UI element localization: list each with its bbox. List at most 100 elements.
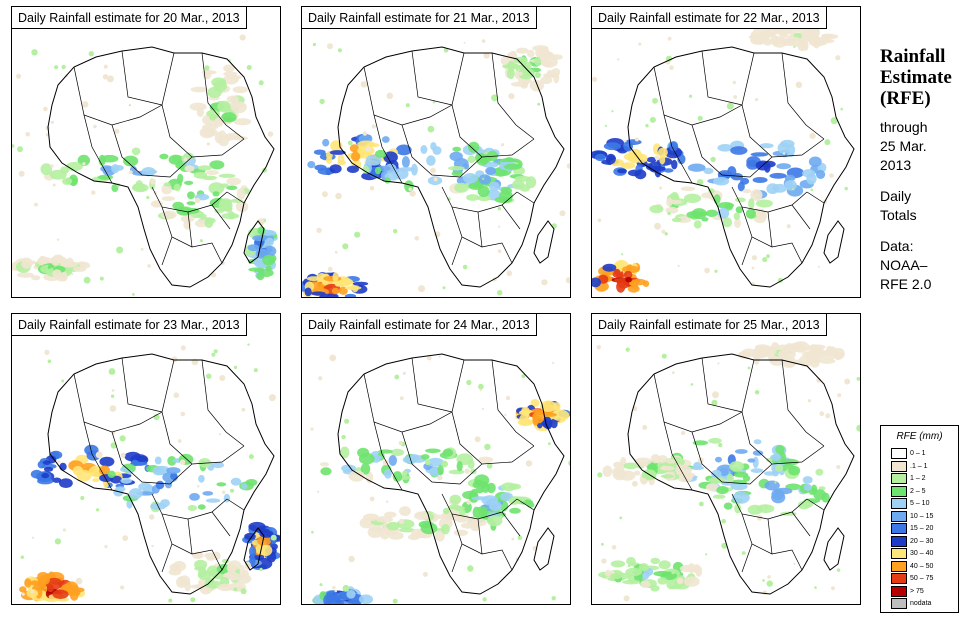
- rain-patch: [550, 418, 558, 429]
- rain-patch: [66, 161, 83, 172]
- rain-patch: [184, 165, 195, 172]
- light-rain-dot: [386, 500, 389, 503]
- light-rain-dot: [422, 571, 428, 577]
- country-border: [73, 52, 175, 126]
- light-rain-dot: [382, 459, 389, 466]
- rain-patch: [458, 508, 466, 517]
- light-rain-dot: [335, 192, 342, 200]
- rain-patch: [766, 457, 773, 463]
- rain-patch: [503, 163, 522, 170]
- rain-patch: [509, 507, 521, 514]
- rain-patch: [716, 486, 729, 495]
- light-rain-dot: [119, 435, 126, 442]
- rain-patch: [732, 491, 750, 504]
- country-border: [161, 513, 223, 571]
- light-rain-dot: [211, 352, 216, 357]
- rain-patch: [131, 147, 141, 156]
- rain-patch: [477, 195, 491, 202]
- light-rain-dot: [817, 265, 820, 268]
- rain-patch: [212, 462, 224, 469]
- madagascar-outline: [823, 527, 845, 571]
- rain-patch: [516, 47, 529, 54]
- rain-patch: [84, 444, 99, 456]
- light-rain-dot: [662, 465, 666, 469]
- rain-patch: [313, 149, 326, 155]
- country-border: [791, 511, 811, 537]
- rain-patch: [712, 494, 726, 499]
- rain-patch: [332, 272, 339, 283]
- rain-patch: [50, 257, 61, 266]
- light-rain-dot: [54, 538, 62, 545]
- light-rain-dot: [680, 430, 686, 436]
- light-rain-dot: [525, 460, 533, 467]
- rain-patch: [693, 220, 702, 229]
- legend-label: 15 – 20: [910, 525, 934, 532]
- light-rain-dot: [712, 391, 719, 399]
- rain-patch: [398, 527, 416, 533]
- rain-patch: [532, 411, 545, 424]
- legend-swatch: [891, 498, 907, 509]
- rain-patch: [777, 349, 789, 359]
- light-rain-dot: [239, 34, 246, 41]
- light-rain-dot: [638, 42, 642, 46]
- light-rain-dot: [96, 508, 100, 512]
- rain-patch: [161, 196, 175, 202]
- rain-patch: [216, 482, 227, 487]
- rain-patch: [217, 583, 234, 592]
- light-rain-dot: [764, 505, 768, 508]
- legend-swatch: [891, 485, 907, 497]
- light-rain-dot: [809, 132, 816, 139]
- rain-patch: [650, 454, 661, 464]
- rain-patch: [150, 200, 163, 208]
- country-border: [121, 50, 163, 106]
- rain-patch: [322, 138, 330, 147]
- light-rain-dot: [782, 152, 786, 155]
- rain-patch: [625, 276, 632, 283]
- rain-patch: [635, 153, 648, 164]
- light-rain-dot: [830, 117, 838, 125]
- light-rain-dot: [386, 92, 394, 100]
- rain-patch: [358, 452, 375, 465]
- rain-patch: [167, 456, 177, 466]
- rain-patch: [489, 501, 502, 512]
- rain-patch: [52, 269, 62, 279]
- rain-patch: [204, 552, 217, 559]
- rain-patch: [262, 254, 276, 266]
- map-panel-21-mar: Daily Rainfall estimate for 21 Mar., 201…: [301, 6, 571, 298]
- main-title-line-1: Rainfall: [880, 46, 946, 67]
- rain-patch: [454, 182, 469, 193]
- country-border: [451, 236, 463, 266]
- light-rain-dot: [624, 139, 627, 143]
- rain-patch: [733, 212, 740, 220]
- rain-patch: [329, 150, 346, 155]
- through-date: 25 Mar.: [880, 138, 927, 154]
- rain-patch: [711, 469, 722, 478]
- light-rain-dot: [443, 47, 449, 53]
- rain-patch: [187, 505, 197, 511]
- rain-patch: [708, 188, 715, 194]
- light-rain-dot: [405, 103, 410, 108]
- light-rain-dot: [621, 253, 624, 256]
- light-rain-dot: [732, 80, 736, 85]
- rain-patch: [816, 170, 826, 179]
- rain-patch: [351, 151, 361, 162]
- legend-label: 5 – 10: [910, 500, 930, 507]
- light-rain-dot: [414, 236, 420, 241]
- rain-patch: [808, 156, 822, 167]
- light-rain-dot: [819, 411, 825, 417]
- rain-patch: [723, 502, 733, 510]
- rain-patch: [755, 199, 773, 208]
- light-rain-dot: [751, 255, 757, 261]
- rain-patch: [344, 293, 357, 297]
- light-rain-dot: [342, 243, 349, 250]
- rain-patch: [373, 455, 382, 461]
- light-rain-dot: [12, 144, 15, 148]
- rainfall-map: [310, 353, 570, 604]
- light-rain-dot: [438, 355, 441, 358]
- country-border: [477, 518, 483, 555]
- rain-patch: [226, 177, 242, 186]
- light-rain-dot: [483, 52, 490, 59]
- light-rain-dot: [230, 488, 234, 493]
- rain-patch: [314, 164, 327, 171]
- rain-patch: [683, 576, 700, 587]
